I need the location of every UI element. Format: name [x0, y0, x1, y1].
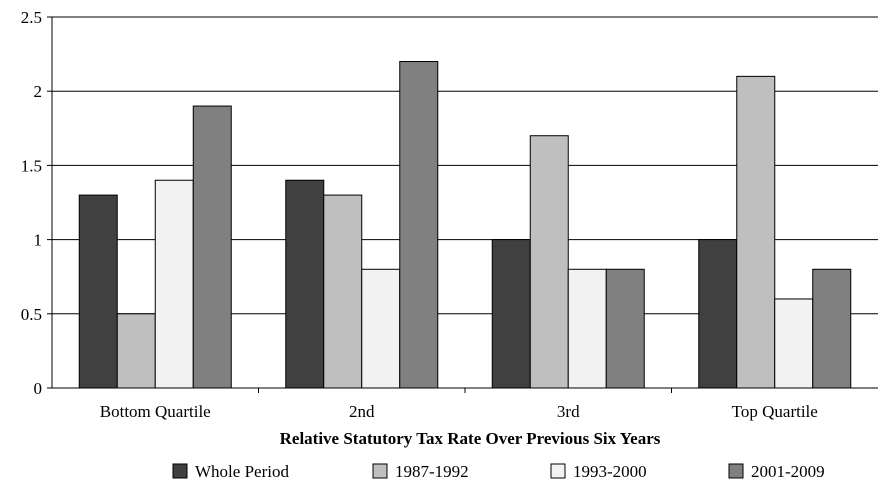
legend-label: 1993-2000: [573, 462, 647, 481]
x-category-label: 3rd: [557, 402, 580, 421]
legend-label: Whole Period: [195, 462, 289, 481]
legend-swatch: [728, 463, 744, 479]
bar-1987-1992-3rd: [529, 135, 569, 389]
x-category-label: Top Quartile: [732, 402, 818, 421]
y-tick-label: 2: [34, 82, 43, 101]
bar-whole-period-bottom-quartile: [78, 194, 118, 389]
bar-2001-2009-bottom-quartile: [192, 105, 232, 389]
x-axis-label: Relative Statutory Tax Rate Over Previou…: [280, 429, 661, 448]
y-tick-label: 0: [34, 379, 43, 398]
legend: Whole Period 1987-1992 1993-2000 2001-2009: [172, 462, 825, 481]
legend-swatch: [550, 463, 566, 479]
bar-1987-1992-2nd: [323, 194, 363, 389]
bar-whole-period-top-quartile: [698, 239, 738, 389]
legend-label: 2001-2009: [751, 462, 825, 481]
x-category-label: Bottom Quartile: [100, 402, 211, 421]
bar-1993-2000-bottom-quartile: [154, 179, 194, 389]
bar-1993-2000-3rd: [567, 268, 607, 389]
bar-1987-1992-bottom-quartile: [116, 313, 156, 389]
legend-swatch: [372, 463, 388, 479]
bar-whole-period-2nd: [285, 179, 325, 389]
bar-2001-2009-3rd: [605, 268, 645, 389]
bar-whole-period-3rd: [491, 239, 531, 389]
bars: [78, 61, 852, 389]
bar-2001-2009-2nd: [399, 61, 439, 389]
bar-2001-2009-top-quartile: [812, 268, 852, 389]
bar-1993-2000-top-quartile: [774, 298, 814, 389]
y-tick-label: 2.5: [21, 8, 42, 27]
legend-swatch: [172, 463, 188, 479]
x-category-label: 2nd: [349, 402, 375, 421]
x-category-labels: Bottom Quartile 2nd 3rd Top Quartile: [100, 402, 818, 421]
bar-1987-1992-top-quartile: [736, 75, 776, 389]
y-tick-label: 1.5: [21, 156, 42, 175]
y-tick-labels: 0 0.5 1 1.5 2 2.5: [21, 8, 42, 398]
legend-label: 1987-1992: [395, 462, 469, 481]
axes: [47, 16, 878, 393]
y-tick-label: 0.5: [21, 305, 42, 324]
y-tick-label: 1: [34, 231, 43, 250]
bar-1993-2000-2nd: [361, 268, 401, 389]
